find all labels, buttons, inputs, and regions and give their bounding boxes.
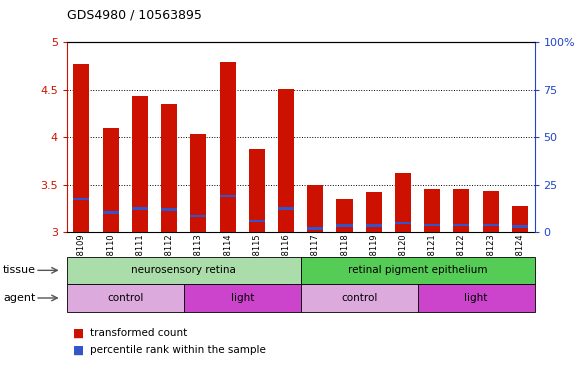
Bar: [424, 189, 440, 232]
Bar: [73, 198, 89, 200]
Text: tissue: tissue: [3, 265, 36, 275]
Bar: [278, 207, 294, 210]
Bar: [512, 225, 528, 228]
Bar: [365, 192, 382, 232]
Text: percentile rank within the sample: percentile rank within the sample: [90, 345, 266, 355]
Text: neurosensory retina: neurosensory retina: [131, 265, 236, 275]
Bar: [307, 185, 323, 232]
Text: control: control: [107, 293, 144, 303]
Bar: [161, 104, 177, 232]
Bar: [307, 227, 323, 230]
Bar: [365, 225, 382, 227]
Text: transformed count: transformed count: [90, 328, 187, 338]
Bar: [483, 223, 498, 226]
Text: GDS4980 / 10563895: GDS4980 / 10563895: [67, 8, 202, 21]
Bar: [249, 149, 265, 232]
Bar: [278, 89, 294, 232]
Text: ■: ■: [73, 344, 84, 357]
Bar: [132, 207, 148, 210]
Text: control: control: [341, 293, 377, 303]
Text: agent: agent: [3, 293, 35, 303]
Text: light: light: [231, 293, 254, 303]
Bar: [220, 62, 236, 232]
Bar: [483, 192, 498, 232]
Bar: [73, 64, 89, 232]
Bar: [512, 206, 528, 232]
Bar: [191, 215, 206, 217]
Bar: [395, 174, 411, 232]
Bar: [395, 222, 411, 224]
Bar: [424, 223, 440, 226]
Bar: [191, 134, 206, 232]
Text: ■: ■: [73, 326, 84, 339]
Bar: [103, 128, 119, 232]
Bar: [249, 220, 265, 222]
Bar: [103, 211, 119, 214]
Bar: [132, 96, 148, 232]
Bar: [161, 209, 177, 211]
Bar: [336, 199, 353, 232]
Bar: [453, 223, 469, 226]
Text: light: light: [464, 293, 487, 303]
Text: retinal pigment epithelium: retinal pigment epithelium: [348, 265, 487, 275]
Bar: [220, 195, 236, 197]
Bar: [453, 189, 469, 232]
Bar: [336, 225, 353, 227]
